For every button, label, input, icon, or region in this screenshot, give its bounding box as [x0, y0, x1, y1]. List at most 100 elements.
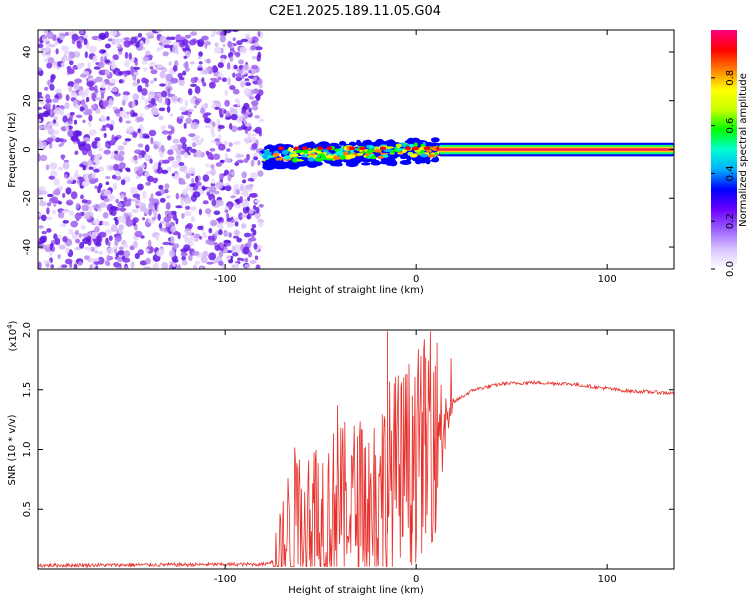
noise-blob	[104, 229, 113, 234]
noise-blob	[244, 122, 252, 127]
band-blob	[296, 159, 305, 162]
colorbar-label: Normalized spectral amplitude	[738, 73, 749, 227]
noise-blob	[93, 218, 100, 226]
noise-blob	[73, 83, 78, 89]
noise-blob	[143, 266, 152, 269]
noise-blob	[67, 81, 75, 88]
noise-blob	[258, 118, 265, 123]
band-blob	[302, 149, 310, 154]
noise-blob	[163, 44, 172, 49]
noise-blob	[55, 88, 62, 94]
noise-blob	[115, 170, 122, 176]
noise-blob	[68, 120, 73, 125]
noise-blob	[253, 242, 258, 250]
noise-blob	[223, 249, 228, 253]
noise-blob	[199, 236, 203, 240]
noise-blob	[224, 157, 232, 163]
noise-blob	[214, 230, 220, 237]
noise-blob	[116, 39, 120, 48]
noise-blob	[172, 138, 180, 144]
noise-blob	[217, 62, 224, 69]
noise-blob	[176, 264, 182, 269]
noise-blob	[208, 252, 217, 261]
noise-blob	[170, 236, 175, 244]
noise-blob	[152, 208, 156, 215]
band-blob	[373, 149, 382, 153]
band-blob	[377, 156, 385, 159]
noise-blob	[118, 246, 124, 251]
noise-blob	[245, 137, 250, 144]
noise-blob	[132, 66, 141, 70]
noise-blob	[210, 126, 215, 135]
noise-blob	[94, 185, 98, 189]
noise-blob	[202, 200, 209, 205]
noise-blob	[197, 56, 202, 60]
noise-blob	[38, 140, 44, 148]
noise-blob	[229, 123, 233, 130]
noise-blob	[250, 45, 257, 51]
noise-blob	[49, 110, 54, 116]
noise-blob	[145, 50, 151, 56]
noise-blob	[178, 76, 185, 81]
noise-blob	[235, 160, 244, 164]
noise-blob	[160, 188, 166, 195]
noise-blob	[61, 154, 65, 161]
noise-blob	[130, 36, 137, 45]
noise-blob	[242, 246, 250, 255]
noise-blob	[190, 216, 196, 223]
noise-blob	[168, 249, 176, 258]
noise-blob	[47, 31, 54, 39]
noise-blob	[206, 187, 210, 192]
noise-blob	[132, 74, 137, 81]
noise-blob	[243, 158, 249, 164]
noise-blob	[39, 154, 48, 162]
noise-blob	[250, 192, 258, 198]
noise-blob	[185, 117, 192, 125]
noise-blob	[254, 115, 260, 119]
x-tick-label: 0	[413, 574, 419, 585]
noise-blob	[112, 106, 119, 110]
noise-blob	[124, 60, 130, 68]
band-peak	[317, 146, 324, 151]
noise-blob	[244, 264, 251, 268]
colorbar-tick-label: 0.4	[725, 165, 736, 181]
noise-blob	[206, 261, 214, 265]
noise-blob	[84, 143, 92, 152]
noise-blob	[119, 194, 125, 199]
snr-axes: -100 0 100 0.5 1.0 1.5 2.0	[22, 322, 674, 585]
noise-blob	[63, 174, 68, 179]
noise-blob	[216, 199, 224, 207]
noise-blob	[192, 250, 200, 256]
noise-blob	[234, 244, 242, 253]
band-peak	[301, 146, 308, 151]
noise-blob	[164, 97, 169, 104]
noise-blob	[184, 210, 192, 217]
band-blob	[382, 154, 389, 158]
noise-blob	[63, 159, 69, 163]
noise-blob	[229, 85, 236, 91]
noise-blob	[181, 39, 189, 46]
noise-blob	[236, 40, 243, 46]
noise-blob	[162, 159, 170, 164]
band-blob-outer	[279, 163, 286, 170]
noise-blob	[46, 228, 52, 233]
noise-blob	[171, 160, 179, 169]
noise-blob	[49, 243, 53, 251]
noise-blob	[187, 88, 193, 96]
noise-blob	[257, 31, 261, 37]
noise-blob	[111, 134, 115, 143]
noise-blob	[256, 79, 263, 85]
noise-blob	[38, 225, 44, 229]
band-blob	[350, 149, 354, 154]
noise-blob	[110, 78, 117, 84]
noise-blob	[218, 125, 225, 129]
noise-blob	[88, 114, 93, 122]
noise-blob	[243, 64, 250, 72]
noise-blob	[165, 202, 171, 210]
noise-blob	[256, 54, 261, 62]
noise-blob	[247, 251, 253, 258]
noise-blob	[182, 188, 188, 196]
noise-blob	[38, 212, 43, 217]
noise-blob	[211, 178, 215, 185]
noise-blob	[241, 110, 246, 115]
